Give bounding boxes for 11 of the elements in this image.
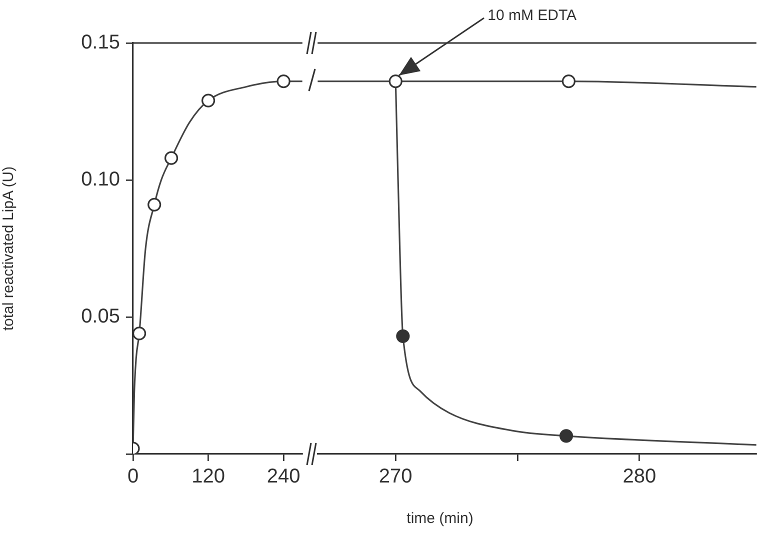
x-tick-label: 120 — [192, 466, 225, 488]
y-tick-label: 0.15 — [81, 32, 120, 54]
x-axis-title: time (min) — [406, 510, 474, 527]
x-tick-label: 0 — [127, 466, 139, 488]
y-axis-title: total reactivated LipA (U) — [0, 166, 18, 331]
x-tick-label: 240 — [266, 466, 300, 488]
y-tick-label: 0.05 — [81, 306, 120, 328]
y-tick-label: 0.10 — [81, 168, 120, 191]
annotation: 10 mM EDTA — [488, 7, 577, 24]
x-tick-label: 280 — [622, 466, 656, 488]
x-tick-label: 270 — [378, 466, 412, 488]
